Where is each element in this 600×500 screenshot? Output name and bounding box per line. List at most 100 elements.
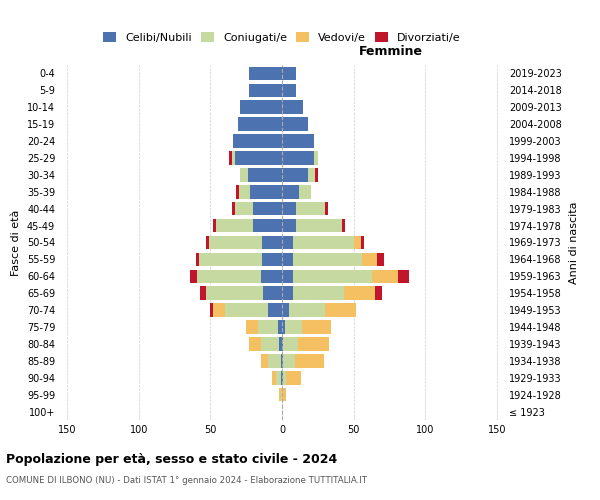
Bar bbox=[398, 270, 409, 283]
Bar bbox=[200, 286, 206, 300]
Bar bbox=[262, 236, 282, 250]
Bar bbox=[282, 252, 293, 266]
Bar bbox=[260, 354, 268, 368]
Bar bbox=[362, 252, 377, 266]
Bar bbox=[282, 168, 308, 181]
Bar bbox=[248, 168, 282, 181]
Bar bbox=[235, 202, 253, 215]
Bar bbox=[296, 202, 325, 215]
Bar bbox=[296, 219, 342, 232]
Bar bbox=[238, 118, 282, 131]
Bar bbox=[206, 236, 209, 250]
Bar bbox=[199, 252, 262, 266]
Bar bbox=[283, 354, 295, 368]
Bar bbox=[197, 270, 260, 283]
Bar bbox=[190, 270, 197, 283]
Bar bbox=[325, 202, 328, 215]
Legend: Celibi/Nubili, Coniugati/e, Vedovi/e, Divorziati/e: Celibi/Nubili, Coniugati/e, Vedovi/e, Di… bbox=[99, 28, 465, 48]
Bar bbox=[253, 219, 282, 232]
Bar bbox=[375, 286, 382, 300]
Bar bbox=[249, 84, 282, 97]
Bar bbox=[281, 388, 282, 402]
Bar bbox=[229, 151, 232, 164]
Bar bbox=[344, 286, 375, 300]
Bar bbox=[289, 304, 325, 317]
Bar bbox=[213, 304, 225, 317]
Bar bbox=[279, 388, 281, 402]
Bar bbox=[308, 168, 315, 181]
Bar bbox=[299, 185, 311, 198]
Bar bbox=[233, 134, 282, 148]
Bar bbox=[353, 236, 361, 250]
Bar bbox=[282, 286, 293, 300]
Bar bbox=[282, 84, 296, 97]
Bar bbox=[239, 185, 250, 198]
Y-axis label: Fasce di età: Fasce di età bbox=[11, 210, 21, 276]
Bar bbox=[293, 236, 353, 250]
Bar bbox=[361, 236, 364, 250]
Bar bbox=[282, 371, 283, 384]
Bar bbox=[282, 354, 283, 368]
Bar bbox=[250, 185, 282, 198]
Bar bbox=[211, 304, 213, 317]
Bar bbox=[314, 151, 318, 164]
Bar bbox=[262, 252, 282, 266]
Bar bbox=[232, 202, 235, 215]
Bar bbox=[213, 219, 216, 232]
Bar bbox=[342, 219, 345, 232]
Bar bbox=[249, 66, 282, 80]
Bar bbox=[281, 354, 282, 368]
Bar bbox=[283, 337, 298, 350]
Bar bbox=[281, 371, 282, 384]
Bar bbox=[283, 371, 286, 384]
Bar bbox=[260, 337, 279, 350]
Bar bbox=[225, 304, 268, 317]
Bar bbox=[216, 219, 253, 232]
Bar bbox=[272, 371, 276, 384]
Bar bbox=[278, 320, 282, 334]
Bar bbox=[209, 236, 262, 250]
Bar bbox=[302, 320, 331, 334]
Bar bbox=[285, 320, 302, 334]
Bar bbox=[263, 286, 282, 300]
Bar bbox=[282, 134, 314, 148]
Bar bbox=[286, 371, 301, 384]
Bar bbox=[293, 286, 344, 300]
Bar bbox=[268, 354, 281, 368]
Bar bbox=[235, 151, 282, 164]
Bar bbox=[293, 252, 362, 266]
Bar bbox=[232, 151, 235, 164]
Bar bbox=[196, 252, 199, 266]
Text: Popolazione per età, sesso e stato civile - 2024: Popolazione per età, sesso e stato civil… bbox=[6, 452, 337, 466]
Bar bbox=[282, 118, 308, 131]
Bar bbox=[260, 270, 282, 283]
Bar bbox=[257, 320, 278, 334]
Bar bbox=[206, 286, 263, 300]
Bar bbox=[282, 270, 293, 283]
Bar bbox=[295, 354, 323, 368]
Bar bbox=[282, 337, 283, 350]
Bar bbox=[282, 66, 296, 80]
Bar bbox=[282, 202, 296, 215]
Bar bbox=[282, 304, 289, 317]
Bar bbox=[372, 270, 398, 283]
Bar bbox=[315, 168, 318, 181]
Bar bbox=[282, 388, 286, 402]
Bar bbox=[241, 100, 282, 114]
Bar bbox=[249, 337, 260, 350]
Bar bbox=[276, 371, 281, 384]
Bar bbox=[253, 202, 282, 215]
Bar bbox=[282, 151, 314, 164]
Bar bbox=[268, 304, 282, 317]
Bar bbox=[236, 185, 239, 198]
Bar bbox=[377, 252, 383, 266]
Bar bbox=[282, 100, 304, 114]
Bar bbox=[279, 337, 282, 350]
Bar bbox=[282, 185, 299, 198]
Bar bbox=[246, 320, 257, 334]
Bar bbox=[241, 168, 248, 181]
Bar bbox=[325, 304, 356, 317]
Y-axis label: Anni di nascita: Anni di nascita bbox=[569, 201, 578, 284]
Bar bbox=[293, 270, 372, 283]
Bar bbox=[298, 337, 329, 350]
